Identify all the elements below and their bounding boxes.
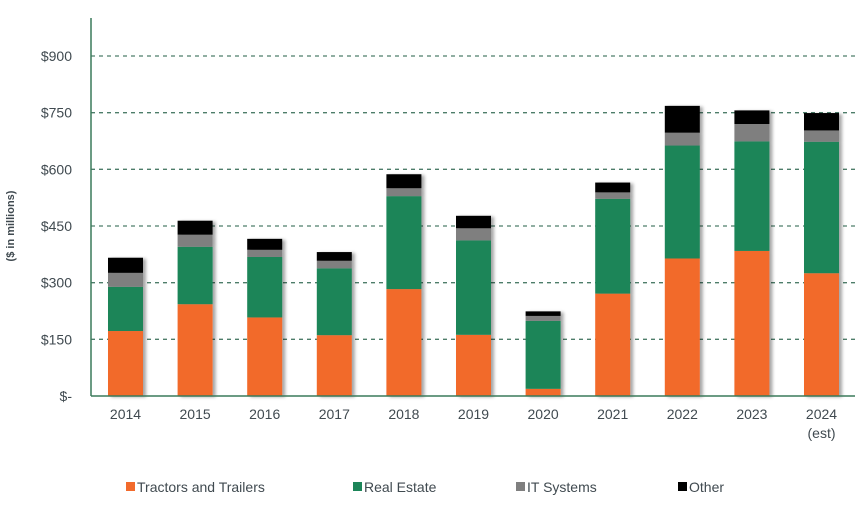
bar-stack-2014 <box>108 257 143 396</box>
bar-segment-it-systems <box>664 132 700 146</box>
bar-segment-other <box>177 220 213 235</box>
bar-segment-tractors-and-trailers <box>456 334 491 396</box>
bar-segment-other <box>525 311 561 316</box>
bar-segment-other <box>804 113 839 131</box>
bar-segment-it-systems <box>525 315 561 321</box>
y-tick-label: $150 <box>41 331 72 347</box>
y-tick-label: $300 <box>41 275 72 291</box>
legend-label: Real Estate <box>364 479 437 495</box>
bar-stack-2016 <box>247 238 283 396</box>
bar-stack-2017 <box>316 252 352 396</box>
bar-segment-it-systems <box>456 228 491 241</box>
bar-segment-it-systems <box>177 234 213 247</box>
x-tick-label: 2019 <box>458 406 489 422</box>
x-axis-ticks: 2014 2015 2016 2017 2018 2019 2020 2021 2022 2023… <box>110 406 837 441</box>
x-tick-label: 2016 <box>249 406 280 422</box>
bar-segment-real-estate <box>734 141 770 251</box>
bar-segment-real-estate <box>177 246 213 305</box>
legend-swatch <box>353 482 362 491</box>
bar-segment-real-estate <box>247 256 283 318</box>
bar-segment-tractors-and-trailers <box>108 331 143 396</box>
bar-stack-2021 <box>595 182 631 396</box>
bar-stack-2020 <box>525 311 561 396</box>
bar-stack-2023 <box>734 110 770 396</box>
x-tick-label: 2020 <box>528 406 559 422</box>
bar-stack-2018 <box>386 174 422 396</box>
bar-segment-tractors-and-trailers <box>664 258 700 396</box>
x-tick-label: 2021 <box>597 406 628 422</box>
bar-segment-other <box>595 182 631 193</box>
bar-segment-it-systems <box>386 188 422 197</box>
bar-segment-other <box>734 110 770 124</box>
bar-segment-tractors-and-trailers <box>804 273 839 396</box>
bar-stack-2015 <box>177 220 213 396</box>
bar-stack-2019 <box>456 215 491 396</box>
y-axis-title: ($ in millions) <box>5 190 17 261</box>
x-tick-label: 2022 <box>667 406 698 422</box>
bar-segment-real-estate <box>804 141 839 274</box>
y-tick-label: $900 <box>41 48 72 64</box>
x-tick-label: 2023 <box>736 406 767 422</box>
bar-segment-tractors-and-trailers <box>595 293 631 396</box>
legend-label: Other <box>689 479 724 495</box>
y-tick-label: $600 <box>41 161 72 177</box>
bar-segment-it-systems <box>247 249 283 257</box>
legend-label: Tractors and Trailers <box>137 479 265 495</box>
bar-segment-tractors-and-trailers <box>525 388 561 396</box>
bar-segment-it-systems <box>804 130 839 142</box>
y-tick-label: $450 <box>41 218 72 234</box>
bar-segment-tractors-and-trailers <box>247 317 283 396</box>
bar-stack-2022 <box>664 105 700 396</box>
bar-segment-other <box>386 174 422 189</box>
bar-segment-it-systems <box>595 192 631 199</box>
bar-segment-other <box>247 238 283 250</box>
bars <box>108 105 839 396</box>
y-tick-label: $750 <box>41 105 72 121</box>
x-tick-label: 2014 <box>110 406 141 422</box>
bar-segment-tractors-and-trailers <box>734 250 770 396</box>
x-tick-sublabel: (est) <box>808 425 836 441</box>
legend-swatch <box>678 482 687 491</box>
bar-segment-real-estate <box>664 145 700 259</box>
bar-segment-other <box>108 257 143 273</box>
bar-stack-2024 <box>804 113 839 396</box>
bar-segment-tractors-and-trailers <box>386 289 422 396</box>
bar-segment-it-systems <box>108 272 143 287</box>
x-tick-label: 2024 <box>806 406 837 422</box>
bar-segment-other <box>664 105 700 133</box>
x-tick-label: 2015 <box>180 406 211 422</box>
legend: Tractors and Trailers Real Estate IT Syste… <box>126 479 724 495</box>
bar-segment-it-systems <box>316 260 352 269</box>
bar-segment-real-estate <box>525 320 561 389</box>
legend-label: IT Systems <box>527 479 597 495</box>
bar-segment-tractors-and-trailers <box>316 335 352 396</box>
bar-segment-other <box>456 215 491 229</box>
y-axis-ticks: $- $150 $300 $450 $600 $750 $900 <box>41 48 72 404</box>
y-tick-label: $- <box>60 388 73 404</box>
bar-segment-real-estate <box>595 198 631 294</box>
legend-swatch <box>126 482 135 491</box>
bar-segment-tractors-and-trailers <box>177 304 213 396</box>
bar-segment-real-estate <box>456 240 491 335</box>
x-tick-label: 2017 <box>319 406 350 422</box>
bar-segment-real-estate <box>386 196 422 290</box>
bar-segment-real-estate <box>108 286 143 332</box>
bar-segment-it-systems <box>734 124 770 142</box>
bar-segment-real-estate <box>316 268 352 336</box>
legend-swatch <box>516 482 525 491</box>
bar-segment-other <box>316 252 352 261</box>
x-tick-label: 2018 <box>388 406 419 422</box>
